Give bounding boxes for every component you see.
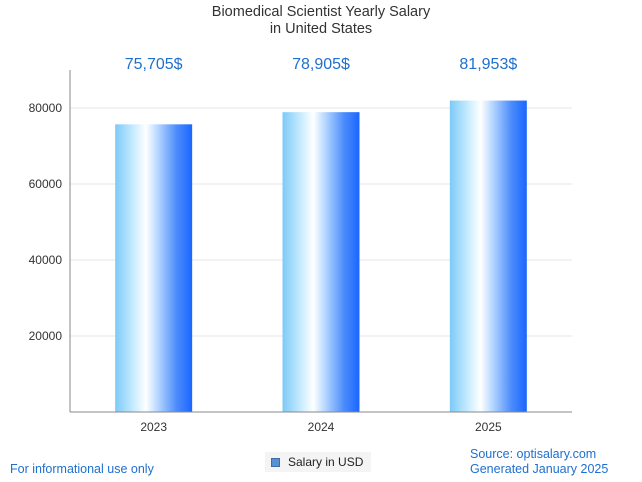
axes <box>69 70 572 413</box>
bar <box>115 124 193 413</box>
data-label: 75,705$ <box>125 56 183 73</box>
data-label: 81,953$ <box>459 56 517 73</box>
source-info: Source: optisalary.com Generated January… <box>470 447 608 477</box>
bar <box>449 100 527 412</box>
legend[interactable]: Salary in USD <box>265 452 372 472</box>
legend-swatch <box>271 457 280 467</box>
chart-title: Biomedical Scientist Yearly Salary in Un… <box>0 4 642 38</box>
bar <box>282 112 360 412</box>
source-text: Source: optisalary.com <box>470 447 597 461</box>
chart-title-line-1: Biomedical Scientist Yearly Salary <box>211 4 431 20</box>
x-tick-label: 2023 <box>140 420 167 434</box>
y-tick-label: 20000 <box>29 329 63 343</box>
labels: 20000 40000 60000 80000 2023 75,705$ 2024 78,90… <box>29 56 518 434</box>
data-label: 78,905$ <box>292 56 350 73</box>
chart-title-line-2: in United States <box>269 21 373 37</box>
legend-label: Salary in USD <box>288 455 364 469</box>
bars <box>115 100 527 413</box>
y-tick-label: 80000 <box>29 101 63 115</box>
y-tick-label: 60000 <box>29 177 63 191</box>
disclaimer-text: For informational use only <box>10 462 154 476</box>
x-tick-label: 2024 <box>308 420 335 434</box>
x-tick-label: 2025 <box>475 420 502 434</box>
y-tick-label: 40000 <box>29 253 63 267</box>
generated-text: Generated January 2025 <box>470 462 609 476</box>
